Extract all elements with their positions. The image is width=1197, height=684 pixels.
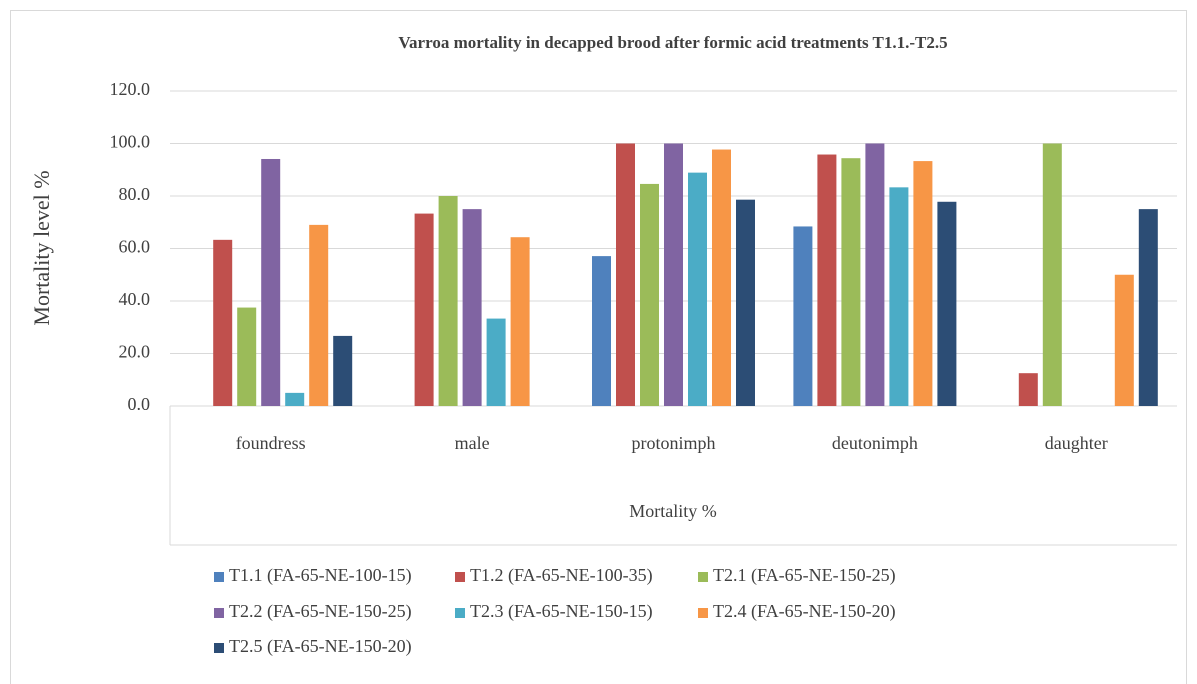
bar	[841, 158, 861, 406]
x-tick-label: foundress	[236, 433, 306, 453]
bar	[712, 149, 731, 406]
bar	[414, 213, 434, 406]
x-tick-label: daughter	[1045, 433, 1108, 453]
bar	[793, 226, 813, 406]
bar	[438, 196, 458, 406]
bar	[1042, 143, 1062, 406]
y-tick-label: 80.0	[119, 184, 151, 204]
legend-label: T2.1 (FA-65-NE-150-25)	[713, 565, 896, 586]
bar	[285, 392, 305, 406]
bar	[462, 209, 482, 406]
chart-title: Varroa mortality in decapped brood after…	[398, 33, 947, 52]
legend-label: T2.5 (FA-65-NE-150-20)	[229, 636, 412, 657]
bar	[664, 143, 683, 406]
bar	[913, 161, 933, 406]
bar	[736, 199, 755, 406]
bar	[1114, 274, 1134, 406]
y-axis-title: Mortality level %	[29, 170, 54, 325]
legend-swatch	[214, 572, 224, 582]
bar	[213, 239, 233, 406]
legend-label: T2.4 (FA-65-NE-150-20)	[713, 601, 896, 622]
bar	[510, 237, 530, 406]
bar	[889, 187, 909, 406]
bar	[616, 143, 635, 406]
bar	[592, 256, 611, 406]
legend-swatch	[698, 572, 708, 582]
x-tick-label: deutonimph	[832, 433, 918, 453]
bar	[865, 143, 885, 406]
y-tick-label: 100.0	[110, 132, 151, 152]
legend-swatch	[455, 608, 465, 618]
legend-swatch	[214, 608, 224, 618]
bar	[333, 335, 353, 406]
legend-label: T1.2 (FA-65-NE-100-35)	[470, 565, 653, 586]
y-tick-label: 0.0	[128, 394, 151, 414]
bar	[1138, 209, 1158, 406]
y-tick-label: 60.0	[119, 237, 151, 257]
y-tick-label: 20.0	[119, 342, 151, 362]
x-tick-label: protonimph	[632, 433, 716, 453]
bar	[937, 201, 957, 406]
bar	[309, 224, 329, 406]
y-tick-label: 40.0	[119, 289, 151, 309]
bar	[688, 172, 707, 406]
legend-swatch	[455, 572, 465, 582]
bar	[486, 318, 506, 406]
legend-swatch	[214, 643, 224, 653]
bar	[1018, 373, 1038, 406]
bar	[640, 183, 659, 406]
bar	[237, 307, 257, 406]
legend-label: T1.1 (FA-65-NE-100-15)	[229, 565, 412, 586]
x-axis-title: Mortality %	[629, 501, 717, 521]
y-tick-label: 120.0	[110, 79, 151, 99]
bar	[261, 158, 281, 406]
x-tick-label: male	[455, 433, 490, 453]
legend-swatch	[698, 608, 708, 618]
legend-label: T2.2 (FA-65-NE-150-25)	[229, 601, 412, 622]
bar	[817, 154, 837, 406]
legend-label: T2.3 (FA-65-NE-150-15)	[470, 601, 653, 622]
